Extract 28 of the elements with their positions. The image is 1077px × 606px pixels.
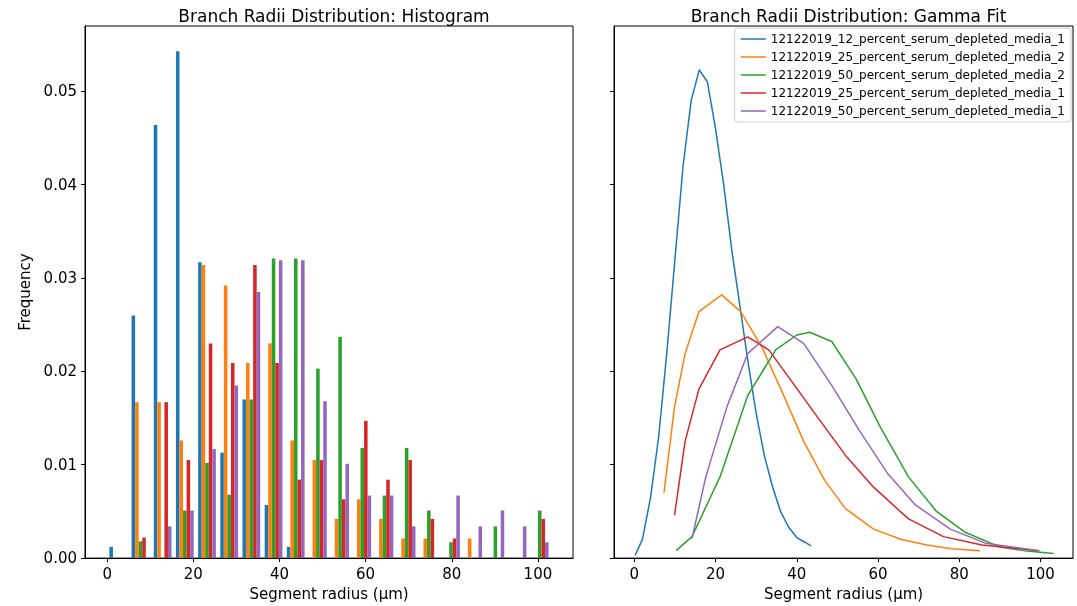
x-tick-label: 20: [706, 564, 726, 583]
x-tick-label: 40: [787, 564, 807, 583]
legend-label: 12122019_50_percent_serum_depleted_media_2: [770, 68, 1066, 82]
y-tick-label: 0.01: [43, 455, 77, 474]
legend-label: 12122019_25_percent_serum_depleted_media_2: [770, 50, 1066, 64]
y-tick-label: 0.04: [43, 175, 77, 194]
x-tick-label: 100: [523, 564, 553, 583]
x-tick-label: 60: [868, 564, 888, 583]
legend-label: 12122019_50_percent_serum_depleted_media_1: [770, 104, 1066, 118]
x-tick-label: 0: [102, 564, 112, 583]
legend-label: 12122019_25_percent_serum_depleted_media_1: [770, 86, 1066, 100]
y-tick-label: 0.00: [43, 549, 77, 568]
y-tick-label: 0.02: [43, 362, 77, 381]
y-axis-title: Frequency: [16, 253, 35, 331]
chart-title: Branch Radii Distribution: Histogram: [178, 5, 490, 26]
x-axis-title: Segment radius (μm): [763, 584, 924, 603]
x-tick-label: 40: [269, 564, 290, 583]
x-tick-label: 100: [1026, 564, 1055, 583]
x-tick-label: 80: [442, 564, 462, 583]
x-tick-label: 20: [183, 564, 203, 583]
legend-label: 12122019_12_percent_serum_depleted_media_1: [770, 32, 1066, 46]
y-tick-label: 0.05: [43, 82, 77, 101]
x-tick-label: 60: [356, 564, 376, 583]
y-tick-label: 0.03: [43, 269, 77, 288]
x-tick-label: 80: [949, 564, 969, 583]
x-axis-title: Segment radius (μm): [249, 584, 409, 603]
x-tick-label: 0: [629, 564, 640, 583]
chart-title: Branch Radii Distribution: Gamma Fit: [690, 5, 1007, 26]
